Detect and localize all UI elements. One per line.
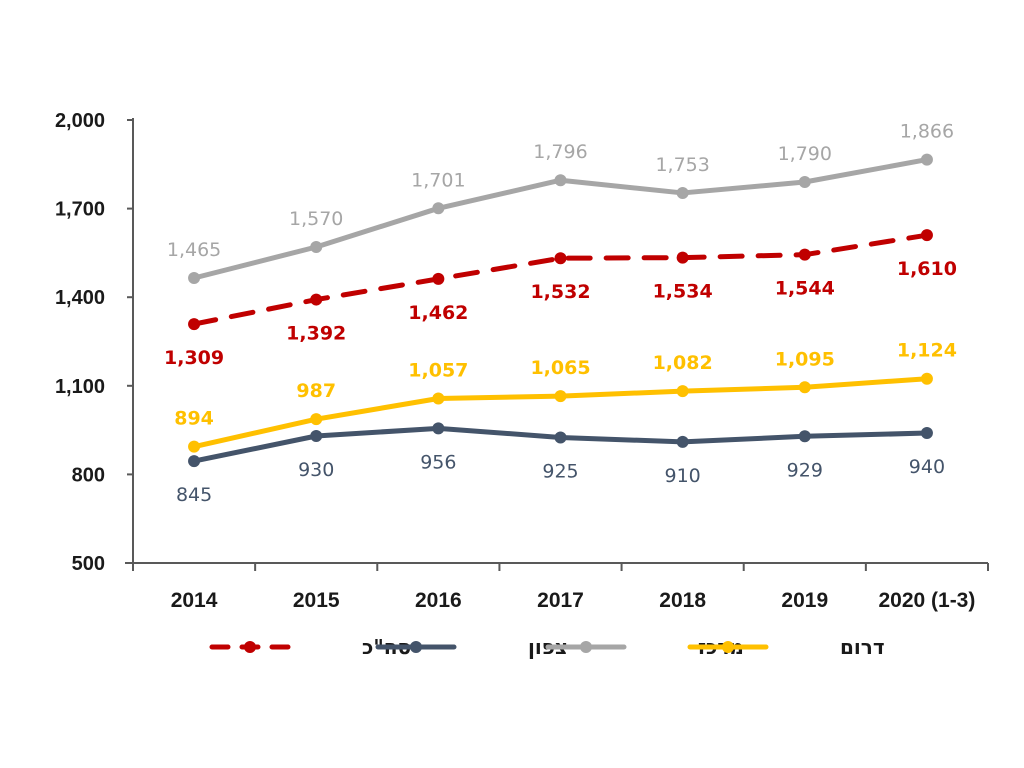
x-tick-label: 2018 (659, 589, 706, 612)
series-0 (188, 153, 933, 285)
data-point (676, 435, 689, 448)
data-labels: 1,465 1,570 1,701 1,796 1,753 1,790 1,866 1,309… (164, 121, 957, 507)
x-tick-label: 2017 (537, 589, 584, 612)
data-label: 1,532 (530, 281, 590, 303)
legend-swatch-marker (410, 641, 422, 653)
data-label: 956 (420, 451, 456, 473)
x-axis-ticks: 2014 2015 2016 2017 2018 2019 2020 (1-3) (132, 563, 989, 612)
data-label: 1,796 (533, 141, 587, 163)
series-3 (188, 422, 933, 468)
data-label: 1,701 (411, 169, 465, 191)
data-point (554, 252, 567, 265)
legend-label: דרום (840, 635, 885, 659)
data-point (188, 455, 201, 468)
data-label: 1,753 (655, 154, 709, 176)
y-tick-label: 1,700 (55, 199, 105, 221)
data-point (554, 390, 567, 403)
data-point (920, 229, 933, 242)
legend-swatch-marker (722, 641, 734, 653)
data-point (798, 430, 811, 443)
data-point (920, 427, 933, 440)
data-label: 1,309 (164, 347, 224, 369)
data-label: 1,124 (897, 340, 957, 362)
series-2 (188, 372, 933, 453)
data-label: 910 (665, 465, 701, 487)
data-label: 987 (296, 380, 336, 402)
series-1 (188, 229, 933, 331)
data-point (798, 176, 811, 189)
data-label: 845 (176, 484, 212, 506)
data-label: 894 (174, 408, 214, 430)
series-group (188, 153, 933, 468)
data-label: 1,392 (286, 323, 346, 345)
data-point (676, 251, 689, 264)
data-label: 1,465 (167, 239, 221, 261)
data-point (432, 392, 445, 405)
legend-swatch-marker (580, 641, 592, 653)
data-label: 1,570 (289, 208, 343, 230)
data-label: 1,065 (530, 357, 590, 379)
data-label: 1,462 (408, 302, 468, 324)
y-tick-label: 2,000 (55, 110, 105, 132)
data-point (188, 272, 201, 285)
y-axis-ticks: 500 800 1,100 1,400 1,700 2,000 (55, 110, 133, 575)
legend: סה"כ צפון מרכז דרום (209, 635, 885, 659)
data-label: 925 (542, 460, 578, 482)
legend-item: דרום (687, 635, 885, 659)
data-point (310, 413, 323, 426)
data-label: 1,866 (900, 121, 954, 143)
y-tick-label: 1,400 (55, 287, 105, 309)
data-point (188, 440, 201, 453)
y-tick-label: 1,100 (55, 376, 105, 398)
data-label: 1,610 (897, 258, 957, 280)
x-tick-label: 2014 (171, 589, 218, 612)
axes (125, 118, 988, 571)
data-point (676, 385, 689, 398)
data-point (554, 431, 567, 444)
y-tick-label: 500 (72, 553, 105, 575)
data-label: 930 (298, 459, 334, 481)
data-point (310, 293, 323, 306)
data-label: 929 (787, 459, 823, 481)
data-point (310, 430, 323, 443)
data-point (432, 202, 445, 215)
data-point (920, 153, 933, 166)
y-tick-label: 800 (72, 464, 105, 486)
data-label: 1,082 (653, 352, 713, 374)
data-point (920, 372, 933, 385)
x-tick-label: 2019 (781, 589, 828, 612)
data-point (432, 422, 445, 435)
data-label: 1,790 (778, 143, 832, 165)
legend-swatch-marker (244, 641, 256, 653)
data-label: 940 (909, 456, 945, 478)
x-tick-label: 2015 (293, 589, 340, 612)
data-point (554, 174, 567, 187)
data-point (798, 381, 811, 394)
x-tick-label: 2016 (415, 589, 462, 612)
data-label: 1,095 (775, 348, 835, 370)
data-point (798, 248, 811, 261)
data-point (310, 240, 323, 253)
data-point (188, 318, 201, 331)
data-point (676, 186, 689, 199)
data-label: 1,057 (408, 359, 468, 381)
data-point (432, 272, 445, 285)
data-label: 1,544 (775, 278, 835, 300)
x-tick-label: 2020 (1-3) (878, 589, 975, 612)
data-label: 1,534 (653, 281, 713, 303)
